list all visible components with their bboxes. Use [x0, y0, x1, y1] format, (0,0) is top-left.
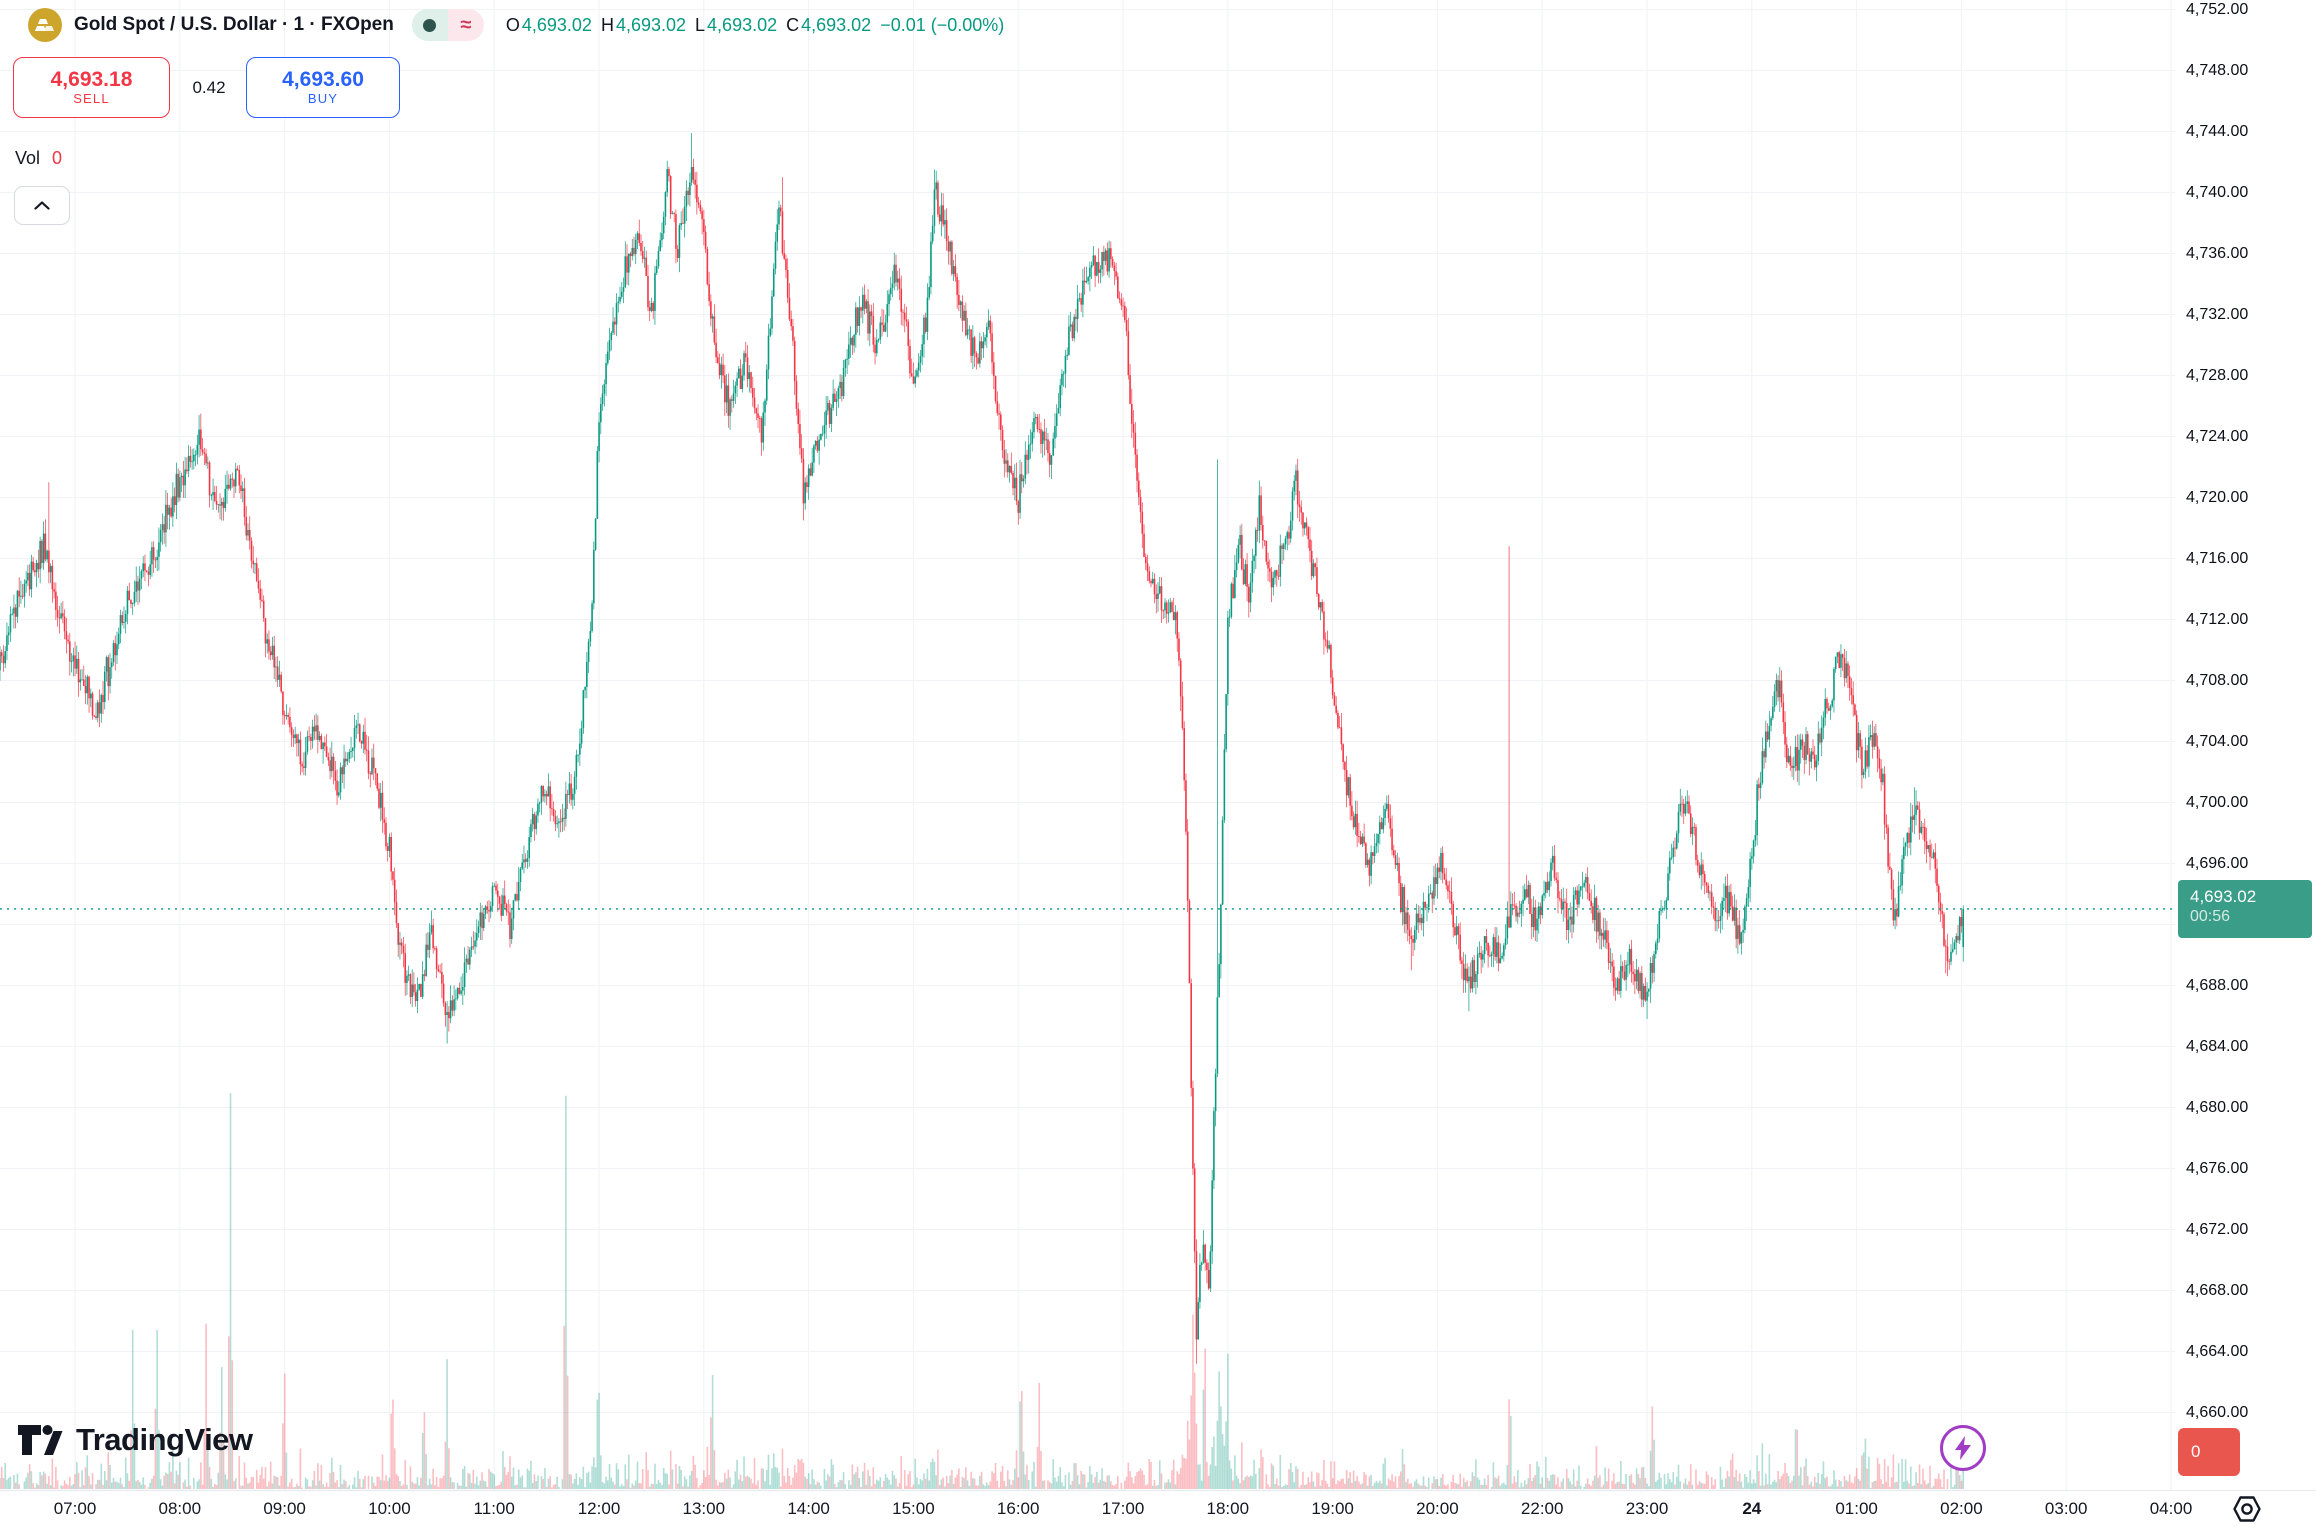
close-label: C	[786, 14, 800, 35]
open-label: O	[505, 14, 520, 35]
change-percent: (−0.00%)	[930, 14, 1005, 35]
high-value: 4,693.02	[615, 14, 687, 35]
time-axis-label: 19:00	[1311, 1499, 1354, 1518]
low-label: L	[695, 14, 706, 35]
time-axis-label: 01:00	[1835, 1499, 1878, 1518]
chevron-up-icon	[34, 201, 50, 210]
price-axis-label: 4,704.00	[2186, 732, 2249, 750]
market-status-pill[interactable]: ≈	[411, 9, 484, 41]
time-axis-label: 13:00	[682, 1499, 726, 1518]
market-status-dot-icon	[411, 9, 448, 41]
price-axis-label: 4,740.00	[2186, 183, 2249, 201]
high-label: H	[600, 14, 614, 35]
time-axis-label: 15:00	[892, 1499, 935, 1518]
volume-axis-value: 0	[2191, 1442, 2201, 1461]
price-axis-label: 4,664.00	[2186, 1342, 2249, 1360]
change-value: −0.01	[880, 14, 926, 35]
price-axis-label: 4,700.00	[2186, 793, 2249, 811]
time-axis-label: 24	[1742, 1499, 1762, 1518]
collapse-panel-button[interactable]	[14, 186, 70, 225]
ohlc-readout: O 4,693.02 H 4,693.02 L 4,693.02 C 4,693.02 …	[506, 15, 1004, 36]
symbol-title[interactable]: Gold Spot / U.S. Dollar · 1 · FXOpen	[74, 14, 394, 35]
time-axis-label: 22:00	[1520, 1499, 1564, 1518]
volume-axis-badge: 0	[2178, 1428, 2240, 1476]
time-axis-label: 02:00	[1940, 1499, 1983, 1518]
buy-price: 4,693.60	[282, 68, 364, 92]
chart-gridlines	[0, 0, 2175, 1490]
price-axis-label: 4,688.00	[2186, 976, 2249, 994]
time-axis-label: 12:00	[577, 1499, 621, 1518]
time-axis-label: 18:00	[1206, 1499, 1250, 1518]
open-value: 4,693.02	[521, 14, 592, 35]
price-axis-label: 4,668.00	[2186, 1281, 2249, 1299]
buy-label: BUY	[307, 90, 339, 106]
last-price-value: 4,693.02	[2190, 887, 2257, 906]
price-axis-label: 4,680.00	[2186, 1098, 2249, 1116]
symbol-legend[interactable]: Gold Spot / U.S. Dollar · 1 · FXOpen ≈ O…	[28, 8, 1004, 42]
time-axis-label: 11:00	[473, 1499, 515, 1518]
time-axis-label: 23:00	[1625, 1499, 1669, 1518]
sell-label: SELL	[73, 90, 110, 106]
price-axis-label: 4,716.00	[2186, 549, 2249, 567]
instant-trading-button[interactable]	[1940, 1425, 1986, 1471]
time-axis[interactable]: 07:00 08:00 09:00 10:00 11:00 12:00 13:00 14:00…	[0, 1490, 2316, 1528]
gold-symbol-icon	[28, 8, 62, 42]
vol-value: 0	[52, 148, 63, 168]
price-axis-label: 4,708.00	[2186, 671, 2249, 689]
time-axis-label: 14:00	[787, 1499, 830, 1518]
low-value: 4,693.02	[707, 14, 778, 35]
spread-value: 0.42	[192, 78, 226, 97]
sell-button[interactable]: 4,693.18 SELL	[13, 57, 170, 118]
bar-countdown: 00:56	[2190, 908, 2231, 926]
price-axis-label: 4,744.00	[2186, 122, 2249, 140]
time-axis-label: 20:00	[1416, 1499, 1459, 1518]
volume-bars	[0, 1093, 1965, 1489]
price-axis-label: 4,684.00	[2186, 1037, 2249, 1055]
sell-price: 4,693.18	[50, 68, 133, 92]
lightning-icon	[1955, 1436, 1971, 1460]
price-axis[interactable]: 4,693.02 00:56 0 4,752.00 4,748.00 4,744.0…	[2175, 0, 2316, 1490]
tradingview-wordmark: TradingView	[76, 1422, 253, 1457]
price-axis-label: 4,720.00	[2186, 488, 2249, 506]
time-axis-label: 07:00	[53, 1499, 97, 1518]
buy-button[interactable]: 4,693.60 BUY	[246, 57, 400, 118]
vol-label: Vol	[15, 148, 41, 168]
time-axis-label: 09:00	[263, 1499, 306, 1518]
tradingview-logo[interactable]: TradingView	[17, 1422, 253, 1458]
price-axis-label: 4,672.00	[2186, 1220, 2249, 1238]
gear-icon	[2233, 1496, 2261, 1522]
close-value: 4,693.02	[801, 14, 872, 35]
price-axis-label: 4,748.00	[2186, 61, 2249, 79]
time-axis-label: 08:00	[158, 1499, 202, 1518]
price-axis-label: 4,712.00	[2186, 610, 2249, 628]
tradingview-logo-icon	[18, 1425, 63, 1455]
time-axis-label: 17:00	[1101, 1499, 1145, 1518]
price-axis-label: 4,724.00	[2186, 427, 2249, 445]
timezone-settings-button[interactable]	[2231, 1494, 2263, 1524]
time-axis-label: 04:00	[2149, 1499, 2193, 1518]
price-axis-label: 4,660.00	[2186, 1403, 2249, 1421]
candlesticks	[0, 133, 1965, 1364]
price-axis-label: 4,728.00	[2186, 366, 2249, 384]
time-axis-label: 16:00	[996, 1499, 1040, 1518]
time-axis-label: 03:00	[2044, 1499, 2088, 1518]
price-axis-label: 4,752.00	[2186, 0, 2249, 18]
price-axis-label: 4,696.00	[2186, 854, 2249, 872]
price-axis-label: 4,736.00	[2186, 244, 2249, 262]
price-axis-label: 4,676.00	[2186, 1159, 2249, 1177]
time-axis-label: 10:00	[368, 1499, 411, 1518]
volume-indicator-legend[interactable]: Vol 0	[15, 148, 62, 169]
price-axis-label: 4,732.00	[2186, 305, 2249, 323]
delayed-data-icon: ≈	[447, 9, 484, 41]
last-price-badge: 4,693.02 00:56	[2178, 880, 2312, 938]
